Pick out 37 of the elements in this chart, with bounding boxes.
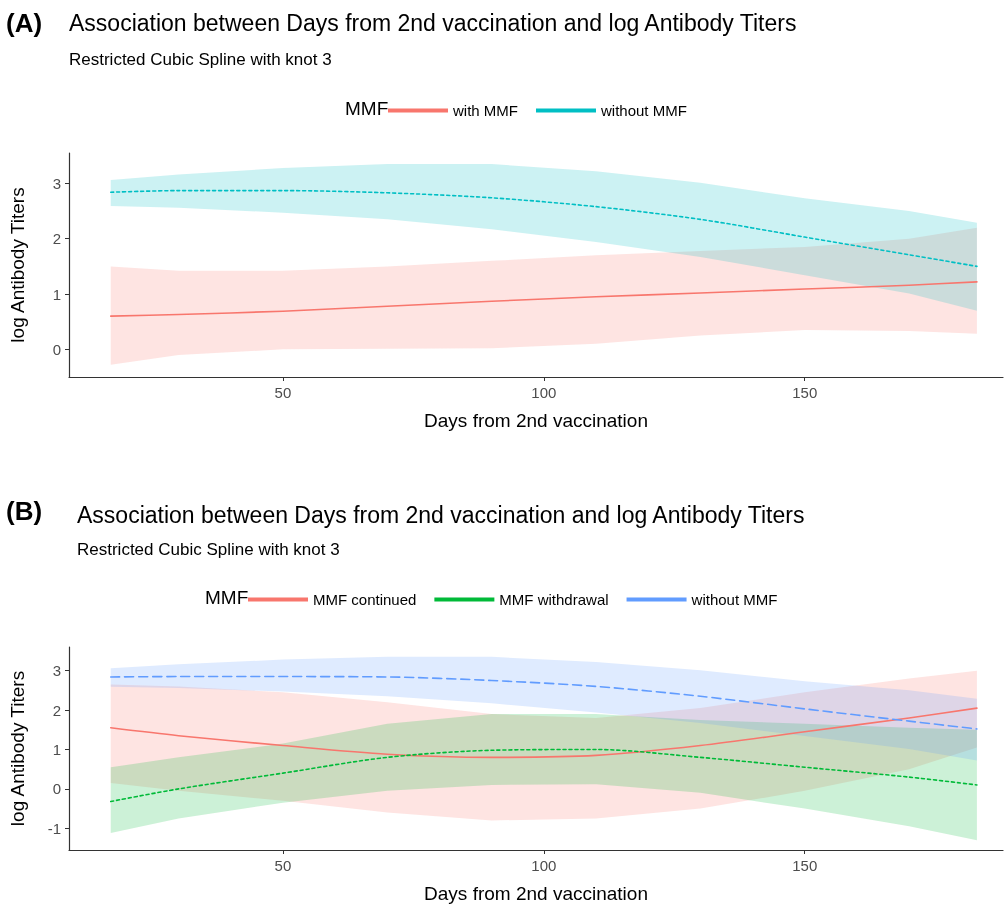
y-tick-label: 2 xyxy=(52,230,61,248)
legend-label: with MMF xyxy=(452,102,518,119)
line-series xyxy=(109,189,978,268)
y-tick-label: 2 xyxy=(52,701,61,719)
legend-label: without MMF xyxy=(600,102,687,119)
y-tick-label: 0 xyxy=(52,780,61,798)
chart-title: Association between Days from 2nd vaccination and log Antibody Titers xyxy=(77,501,805,528)
x-tick-label: 50 xyxy=(274,857,292,874)
line-series xyxy=(109,281,978,317)
legend-title: MMF xyxy=(345,98,389,119)
x-axis-title: Days from 2nd vaccination xyxy=(424,410,648,431)
chart-subtitle: Restricted Cubic Spline with knot 3 xyxy=(77,540,340,559)
line-series xyxy=(109,707,978,759)
y-axis-title: log Antibody Titers xyxy=(7,187,28,343)
y-tick-label: 0 xyxy=(52,340,61,358)
y-tick-label: 3 xyxy=(52,662,61,680)
legend-label: MMF withdrawal xyxy=(499,591,609,608)
y-tick-label: 1 xyxy=(52,285,61,303)
y-axis-title: log Antibody Titers xyxy=(7,670,28,827)
y-tick-label: 1 xyxy=(52,740,61,758)
x-axis-title: Days from 2nd vaccination xyxy=(424,883,648,904)
legend-label: without MMF xyxy=(690,591,778,608)
x-tick-label: 50 xyxy=(274,384,292,401)
x-tick-label: 150 xyxy=(792,857,818,874)
legend-title: MMF xyxy=(205,587,249,608)
line-series xyxy=(109,748,978,803)
x-tick-label: 100 xyxy=(531,857,557,874)
line-series xyxy=(109,675,978,730)
chart-title: Association between Days from 2nd vaccination and log Antibody Titers xyxy=(69,9,797,36)
x-tick-label: 100 xyxy=(531,384,557,401)
x-tick-label: 150 xyxy=(792,384,818,401)
y-tick-label: -1 xyxy=(47,819,61,837)
legend-label: MMF continued xyxy=(313,591,417,608)
text: (B) xyxy=(6,496,43,526)
y-tick-label: 3 xyxy=(52,174,61,192)
chart-subtitle: Restricted Cubic Spline with knot 3 xyxy=(69,50,332,69)
text: (A) xyxy=(6,8,43,38)
